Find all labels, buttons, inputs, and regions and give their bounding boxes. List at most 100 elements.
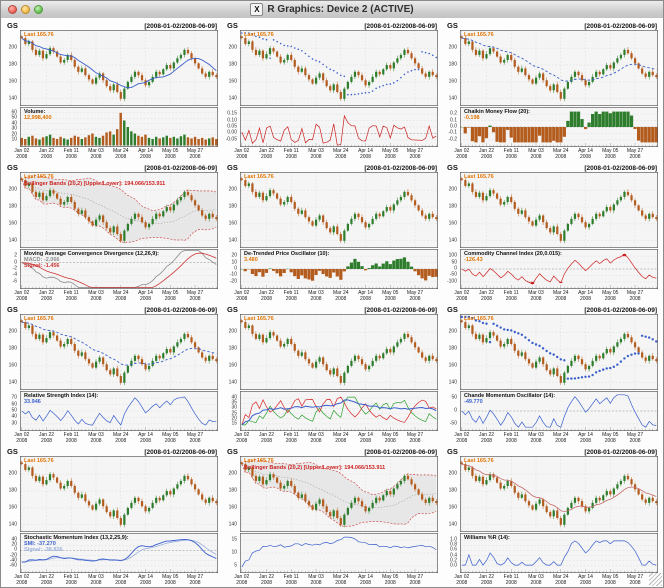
- indicator-axis: 0.2 0.1 0.0 -0.1 -0.2: [445, 107, 459, 147]
- indicator-plot: [240, 391, 438, 431]
- indicator-tick-label: -40: [9, 557, 17, 564]
- x-axis-tick-label: Mar 03 2008: [308, 148, 324, 161]
- x-axis-tick-label: May 27 2008: [406, 148, 424, 161]
- last-price-label: Last 165.76: [244, 458, 274, 464]
- symbol-label: GS: [447, 305, 458, 314]
- price-tick-label: 200: [228, 328, 237, 335]
- price-tick-label: 140: [8, 379, 17, 386]
- indicator-chart: 0.2 0.1 0.0 -0.1 -0.2 Chaikin Money Flow (20…: [448, 107, 658, 147]
- indicator-axis: 70 60 50 40 30: [5, 391, 19, 431]
- price-tick-label: 160: [8, 504, 17, 511]
- indicator-tick-label: -60: [9, 562, 17, 569]
- indicator-chart: 60 50 40 30 20 10 Volume: 12,998,400: [11, 107, 218, 147]
- x-axis-tick-label: May 05 2008: [162, 290, 179, 303]
- indicator-tick-label: -0.1: [448, 129, 457, 136]
- chart-panel: GS [2008-01-02/2008-06-09] 200 180 160 140 …: [442, 303, 662, 445]
- chart-panel: GS [2008-01-02/2008-06-09] 200 180 160 140 …: [442, 19, 662, 161]
- x-axis-tick-label: Mar 24 2008: [552, 148, 569, 161]
- last-price-label: Last 165.76: [24, 32, 54, 38]
- indicator-tick-label: -20: [229, 278, 237, 285]
- chart-panel: GS [2008-01-02/2008-06-09] 200 180 160 140 …: [2, 161, 222, 303]
- x-axis-tick-label: Feb 11 2008: [503, 574, 519, 587]
- indicator-tick-label: 0.0: [450, 562, 457, 569]
- symbol-label: GS: [447, 447, 458, 456]
- price-tick-label: 140: [228, 379, 237, 386]
- indicator-chart: 2 0 -2 -4 -6 Moving Average Convergence Dive…: [13, 249, 218, 289]
- price-tick-label: 140: [448, 521, 457, 528]
- price-axis: 200 180 160 140: [225, 456, 239, 532]
- x-axis-tick-label: Mar 24 2008: [552, 432, 569, 445]
- x-axis-tick-label: Jan 22 2008: [479, 290, 495, 303]
- indicator-tick-label: 100: [448, 252, 457, 259]
- price-chart: 200 180 160 140 Last 165.76: [449, 314, 658, 390]
- window-title: X R Graphics: Device 2 (ACTIVE): [250, 3, 414, 16]
- symbol-label: GS: [7, 305, 18, 314]
- candlestick-plot: [460, 30, 658, 106]
- price-tick-label: 140: [8, 95, 17, 102]
- indicator-tick-label: -100: [446, 278, 457, 285]
- indicator-tick-label: 0: [14, 546, 17, 553]
- x-axis-tick-label: Apr 14 2008: [358, 148, 373, 161]
- x-axis-tick-label: May 05 2008: [382, 290, 399, 303]
- x-axis-tick-label: Feb 11 2008: [283, 148, 299, 161]
- price-tick-label: 160: [448, 362, 457, 369]
- panel-header: GS [2008-01-02/2008-06-09]: [225, 304, 438, 314]
- x-axis-tick-label: May 05 2008: [382, 574, 399, 587]
- minimize-button[interactable]: [21, 5, 30, 14]
- price-chart: 200 180 160 140 Last 165.76 Bollinger Bands…: [229, 456, 438, 532]
- x-axis-tick-label: Apr 14 2008: [358, 290, 373, 303]
- price-tick-label: 200: [448, 328, 457, 335]
- x-axis-labels: Jan 02 2008 Jan 22 2008 Feb 11 2008 Mar 03 …: [14, 289, 218, 303]
- panel-header: GS [2008-01-02/2008-06-09]: [225, 20, 438, 30]
- x-axis-tick-label: Mar 24 2008: [112, 574, 129, 587]
- price-axis: 200 180 160 140: [225, 172, 239, 248]
- indicator-plot: [20, 249, 218, 289]
- x-axis-tick-label: Mar 03 2008: [528, 290, 544, 303]
- price-tick-label: 200: [448, 186, 457, 193]
- indicator-axis: 0.15 0.10 0.05 0.00 -0.05: [225, 107, 239, 147]
- close-button[interactable]: [8, 5, 17, 14]
- indicator-tick-label: 0: [234, 265, 237, 272]
- x-axis-labels: Jan 02 2008 Jan 22 2008 Feb 11 2008 Mar 03 …: [454, 147, 658, 161]
- chart-panel: GS [2008-01-02/2008-06-09] 200 180 160 140 …: [442, 161, 662, 303]
- candlestick-plot: [460, 456, 658, 532]
- x-axis-tick-label: Jan 22 2008: [39, 574, 55, 587]
- chart-panel: GS [2008-01-02/2008-06-09] 200 180 160 140 …: [2, 445, 222, 587]
- price-tick-label: 160: [448, 220, 457, 227]
- symbol-label: GS: [7, 21, 18, 30]
- indicator-tick-label: 30: [11, 125, 17, 132]
- price-tick-label: 200: [228, 186, 237, 193]
- candlestick-plot: [20, 30, 218, 106]
- symbol-label: GS: [227, 21, 238, 30]
- price-tick-label: 180: [448, 61, 457, 68]
- zoom-button[interactable]: [34, 5, 43, 14]
- x-axis-tick-label: Apr 14 2008: [358, 432, 373, 445]
- indicator-chart: 70 60 50 40 30 Relative Strength Index (14):…: [11, 391, 218, 431]
- x-axis-tick-label: Mar 24 2008: [112, 290, 129, 303]
- date-range-label: [2008-01-02/2008-06-09]: [364, 23, 437, 30]
- symbol-label: GS: [7, 447, 18, 456]
- indicator-tick-label: 30: [231, 404, 237, 411]
- x-axis-tick-label: May 27 2008: [406, 432, 424, 445]
- x-axis-tick-label: May 05 2008: [382, 432, 399, 445]
- price-axis: 200 180 160 140: [445, 30, 459, 106]
- window-titlebar[interactable]: X R Graphics: Device 2 (ACTIVE): [1, 1, 663, 19]
- date-range-label: [2008-01-02/2008-06-09]: [364, 307, 437, 314]
- indicator-tick-label: 10: [231, 259, 237, 266]
- x-axis-tick-label: Apr 14 2008: [138, 432, 153, 445]
- indicator-tick-label: 20: [231, 415, 237, 422]
- indicator-tick-label: 0.10: [227, 117, 237, 124]
- x-axis-tick-label: Apr 14 2008: [138, 290, 153, 303]
- resize-grip[interactable]: [649, 573, 662, 586]
- date-range-label: [2008-01-02/2008-06-09]: [584, 307, 657, 314]
- x-axis-tick-label: May 05 2008: [602, 290, 619, 303]
- price-axis: 200 180 160 140: [5, 172, 19, 248]
- x-axis-tick-label: Jan 02 2008: [454, 574, 470, 587]
- x-axis-labels: Jan 02 2008 Jan 22 2008 Feb 11 2008 Mar 03 …: [14, 147, 218, 161]
- indicator-tick-label: 30: [11, 420, 17, 427]
- x-axis-tick-label: Feb 11 2008: [283, 574, 299, 587]
- candlestick-plot: [460, 172, 658, 248]
- x-axis-tick-label: Mar 24 2008: [552, 290, 569, 303]
- last-price-label: Last 165.76: [24, 316, 54, 322]
- price-tick-label: 180: [8, 487, 17, 494]
